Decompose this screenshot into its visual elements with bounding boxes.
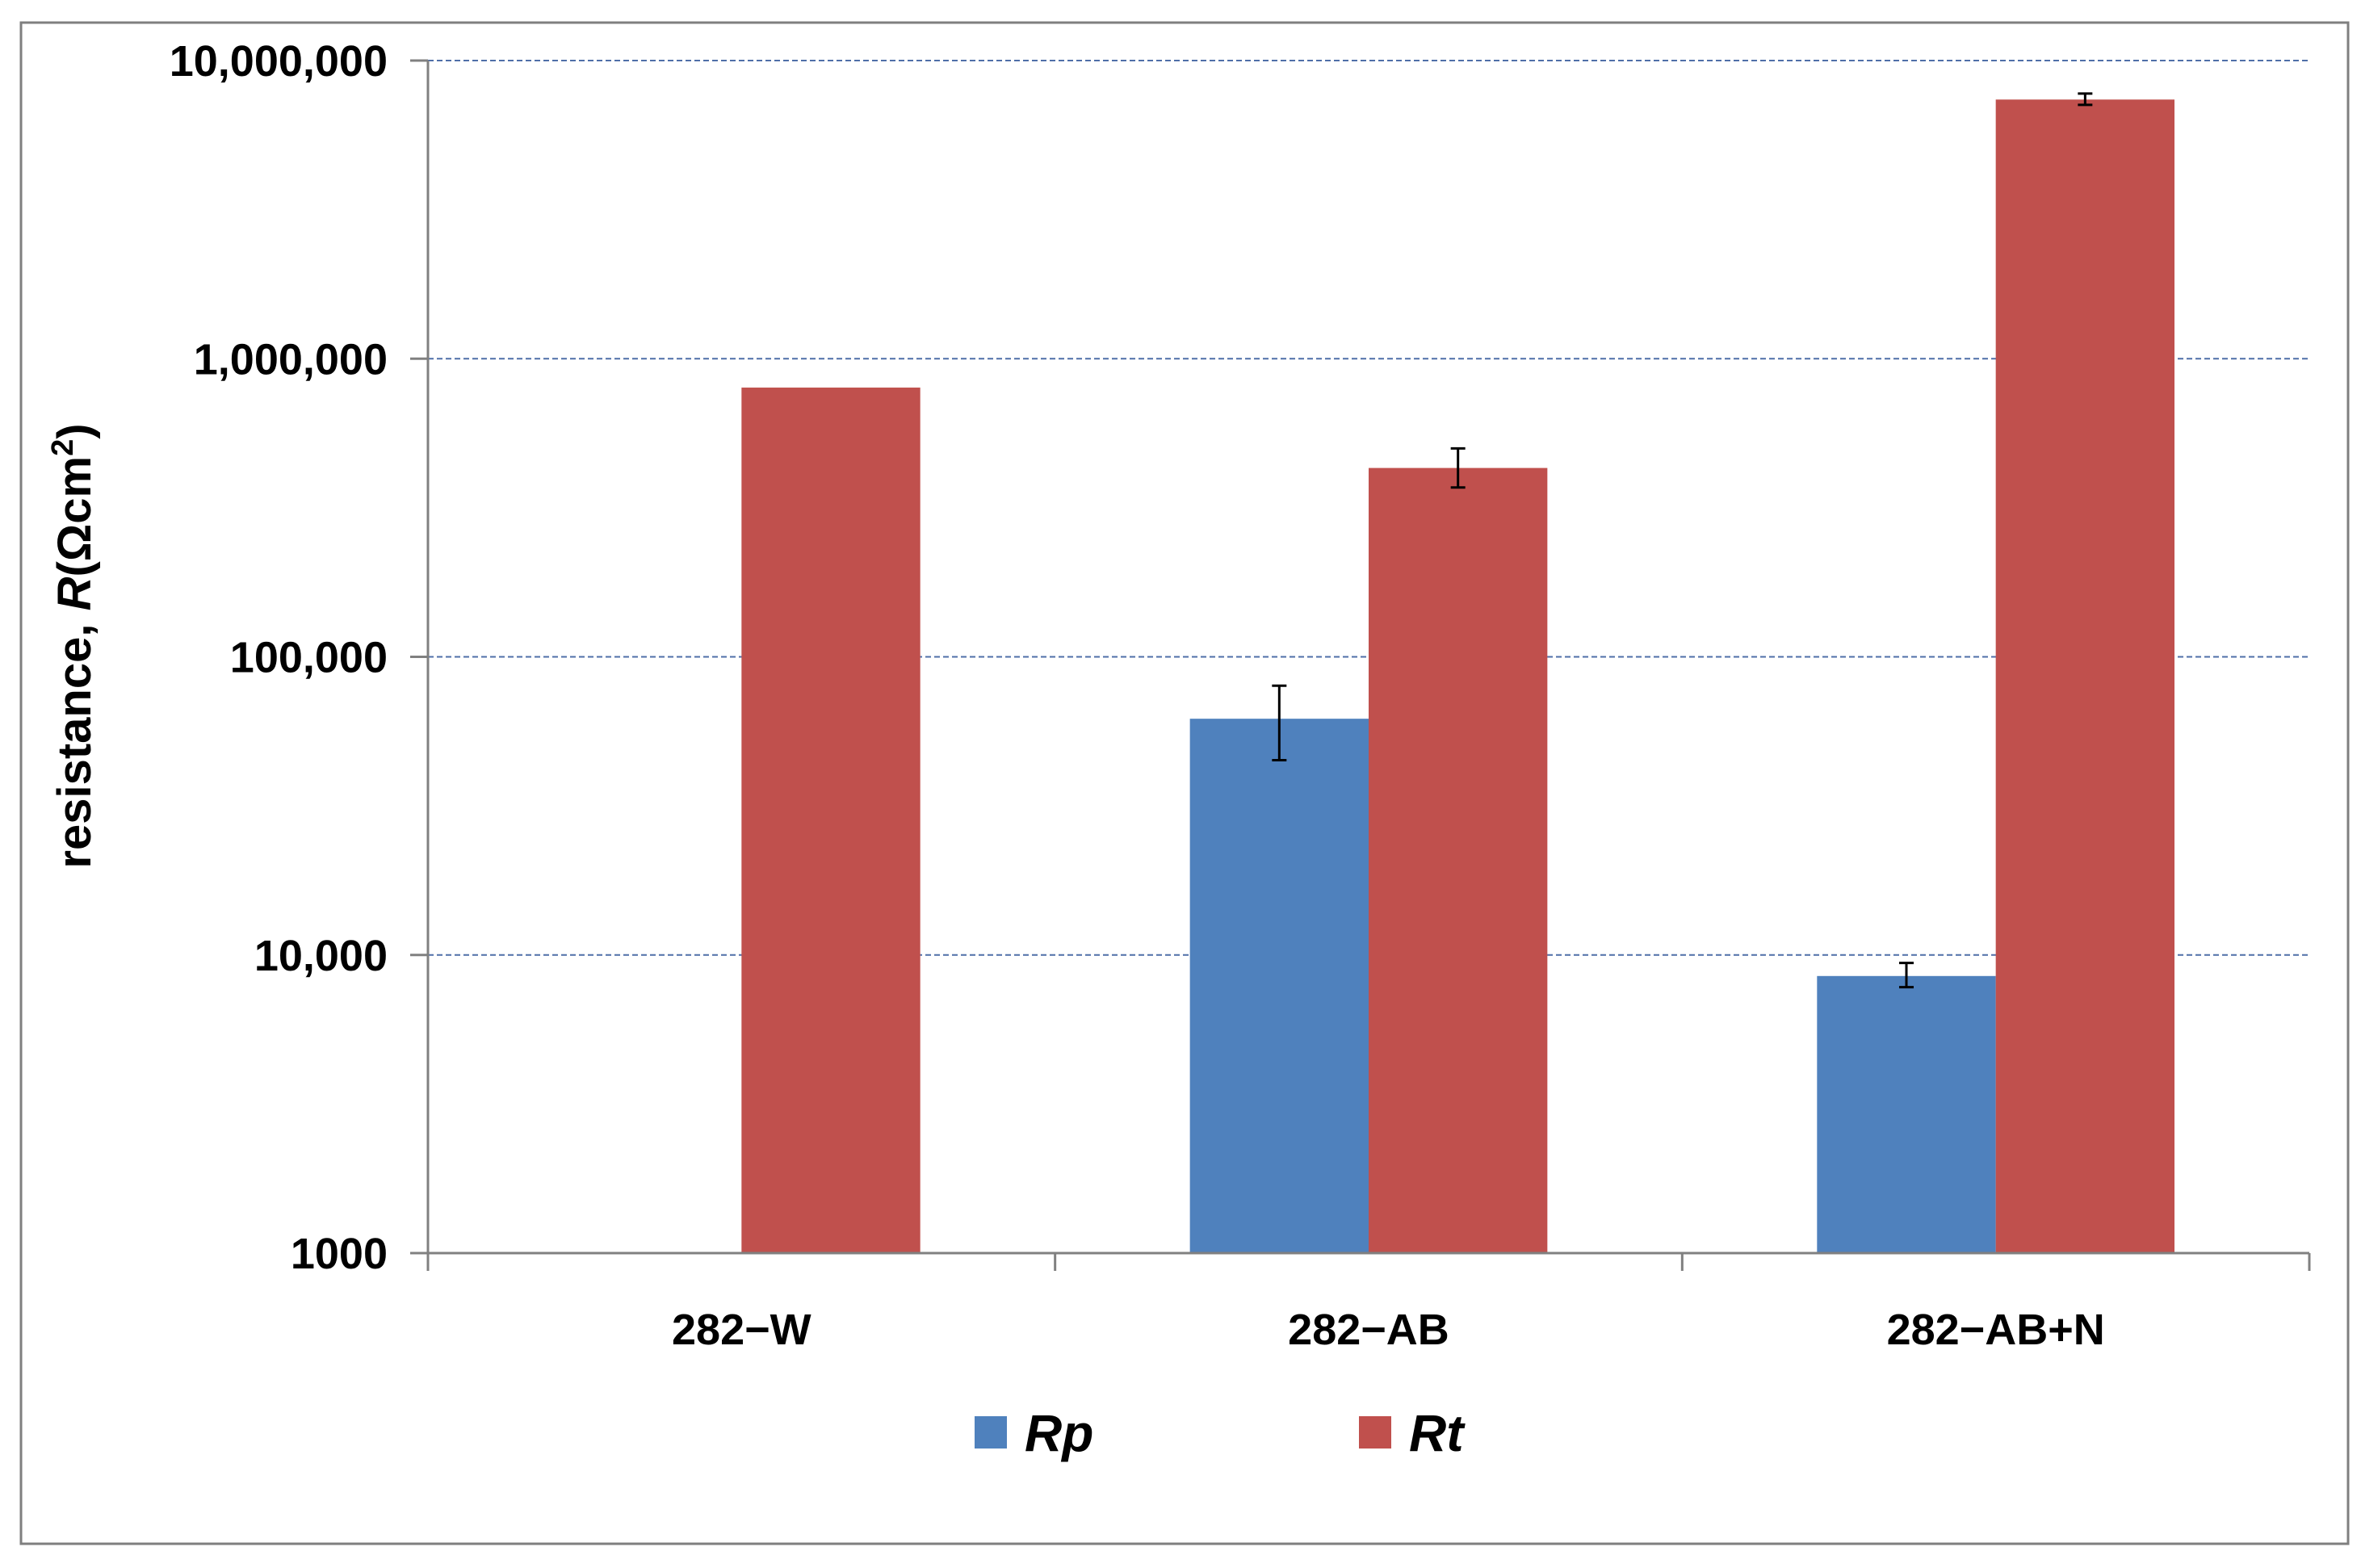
chart-border xyxy=(19,21,2350,1545)
legend: Rp Rt xyxy=(975,1404,1466,1462)
y-tick-label: 1,000,000 xyxy=(194,335,388,384)
x-tick-label: 282−AB xyxy=(1288,1306,1449,1354)
error-bars xyxy=(1272,92,2093,989)
axes xyxy=(410,61,2311,1271)
legend-swatch-rt xyxy=(1359,1416,1391,1449)
y-tick-labels: 1000 10,000 100,000 1,000,000 10,000,000 xyxy=(170,37,388,1278)
bar-rt-0 xyxy=(741,388,920,1253)
legend-label-rp: Rp xyxy=(1025,1404,1093,1462)
y-tick-label: 10,000,000 xyxy=(170,37,388,86)
bar-rp-2 xyxy=(1817,975,1996,1253)
y-tick-label: 10,000 xyxy=(254,932,388,980)
bars xyxy=(741,99,2175,1254)
x-tick-label: 282−W xyxy=(672,1306,811,1354)
y-axis-title-prefix: resistance, xyxy=(48,610,101,868)
y-tick-label: 100,000 xyxy=(230,634,388,682)
y-axis-title-superscript: 2 xyxy=(46,439,80,456)
x-tick-label: 282−AB+N xyxy=(1887,1306,2105,1354)
legend-swatch-rp xyxy=(975,1416,1007,1449)
y-axis-title-close: ) xyxy=(48,423,101,438)
bar-rt-2 xyxy=(1995,99,2175,1254)
bar-rt-1 xyxy=(1369,467,1548,1253)
x-tick-labels: 282−W 282−AB 282−AB+N xyxy=(672,1306,2105,1354)
bar-rp-1 xyxy=(1189,719,1369,1253)
y-axis-title-unit: (Ωcm xyxy=(48,456,101,577)
y-axis-title-symbol: R xyxy=(48,576,101,610)
y-tick-label: 1000 xyxy=(291,1230,388,1278)
legend-label-rt: Rt xyxy=(1409,1404,1466,1462)
y-axis-title: resistance, R(Ωcm2) xyxy=(46,423,101,868)
